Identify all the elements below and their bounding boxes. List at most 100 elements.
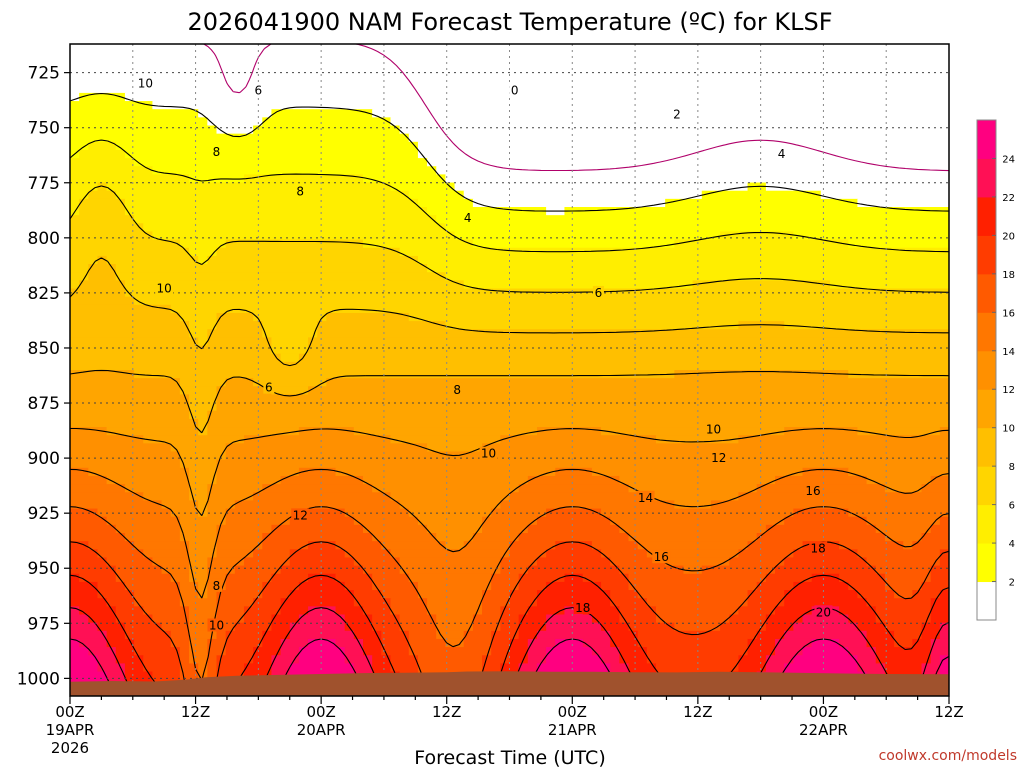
temperature-cell: [88, 190, 117, 200]
temperature-cell: [738, 549, 794, 559]
temperature-cell: [344, 581, 373, 591]
temperature-cell: [463, 541, 511, 550]
temperature-cell: [445, 321, 740, 330]
temperature-cell: [134, 158, 428, 167]
temperature-cell: [353, 516, 419, 526]
temperature-cell: [106, 630, 126, 640]
temperature-cell: [848, 239, 949, 249]
temperature-cell: [500, 557, 538, 567]
temperature-cell: [417, 255, 949, 265]
temperature-cell: [775, 638, 813, 648]
temperature-cell: [857, 622, 886, 632]
temperature-cell: [930, 524, 949, 534]
temperature-cell: [253, 655, 273, 664]
temperature-cell: [216, 386, 273, 396]
temperature-cell: [134, 638, 172, 648]
temperature-cell: [70, 598, 108, 607]
temperature-cell: [637, 541, 749, 550]
temperature-cell: [802, 614, 849, 624]
x-tick-label: 00Z: [809, 703, 838, 721]
temperature-cell: [189, 655, 208, 664]
temperature-cell: [79, 573, 117, 583]
temperature-cell: [207, 492, 254, 501]
temperature-cell: [70, 378, 181, 387]
temperature-cell: [271, 622, 291, 632]
temperature-cell: [482, 443, 949, 453]
temperature-cell: [765, 524, 877, 534]
colorbar-swatch: [977, 581, 996, 621]
temperature-cell: [106, 255, 199, 265]
temperature-cell: [289, 549, 346, 559]
temperature-cell: [326, 312, 410, 322]
temperature-cell: [216, 394, 949, 404]
y-tick-label: 925: [28, 504, 60, 524]
temperature-cell: [161, 500, 199, 510]
temperature-cell: [88, 272, 117, 281]
colorbar-label: 14: [1002, 347, 1015, 358]
isotherm-label-bg: [291, 508, 310, 522]
temperature-cell: [70, 158, 135, 167]
temperature-cell: [372, 614, 401, 624]
temperature-cell: [115, 565, 163, 575]
temperature-cell: [518, 573, 566, 583]
isotherm-label-bg: [294, 184, 306, 198]
temperature-cell: [216, 402, 949, 412]
temperature-cell: [445, 541, 465, 550]
temperature-cell: [710, 500, 949, 510]
temperature-cell: [527, 647, 547, 656]
temperature-cell: [646, 492, 740, 501]
temperature-cell: [253, 549, 291, 559]
temperature-cell: [765, 573, 813, 583]
temperature-cell: [390, 117, 949, 127]
colorbar-swatch: [977, 427, 996, 467]
temperature-cell: [308, 345, 949, 355]
temperature-cell: [70, 304, 172, 314]
temperature-cell: [207, 337, 273, 347]
isotherm-4: [70, 139, 949, 253]
temperature-cell: [509, 655, 529, 664]
plot-area: 10 6 8 8 10 6 8 10 12 0 2 4 4 6 8 10 10 12 14 16 16 18 18 20: [70, 44, 949, 696]
temperature-cell: [70, 198, 80, 208]
temperature-cell: [198, 337, 208, 347]
temperature-cell: [482, 663, 501, 673]
isotherm-label: 8: [213, 579, 221, 593]
temperature-cell: [88, 541, 135, 550]
temperature-cell: [79, 606, 117, 616]
temperature-cell: [463, 630, 492, 640]
temperature-cell: [546, 622, 602, 632]
x-tick-label: 12Z: [181, 703, 210, 721]
temperature-cell: [97, 622, 126, 632]
temperature-cell: [225, 573, 273, 583]
temperature-cell: [70, 247, 190, 257]
temperature-cell: [70, 516, 108, 526]
temperature-cell: [124, 484, 190, 493]
temperature-cell: [463, 190, 703, 200]
temperature-cell: [243, 606, 282, 616]
temperature-cell: [152, 231, 456, 241]
temperature-cell: [198, 418, 208, 428]
temperature-cell: [79, 207, 126, 216]
temperature-cell: [262, 638, 282, 648]
temperature-cell: [756, 533, 886, 542]
colorbar-swatch: [977, 543, 996, 583]
temperature-cell: [170, 573, 190, 583]
temperature-cell: [70, 630, 108, 640]
temperature-cell: [308, 573, 337, 583]
temperature-cell: [866, 598, 932, 607]
isotherm-label-bg: [814, 605, 833, 619]
temperature-cell: [271, 386, 309, 396]
temperature-cell: [70, 459, 181, 469]
isotherm-label: 6: [255, 83, 263, 97]
temperature-cell: [207, 565, 236, 575]
x-tick-date: 19APR: [46, 721, 95, 739]
temperature-cell: [372, 581, 419, 591]
y-tick-label: 725: [28, 64, 60, 84]
temperature-cell: [839, 606, 877, 616]
temperature-cell: [70, 133, 410, 143]
temperature-cell: [564, 207, 949, 216]
temperature-cell: [97, 590, 135, 599]
temperature-cell: [417, 149, 949, 159]
temperature-cell: [298, 655, 346, 664]
temperature-cell: [70, 492, 144, 501]
temperature-cell: [610, 557, 666, 567]
